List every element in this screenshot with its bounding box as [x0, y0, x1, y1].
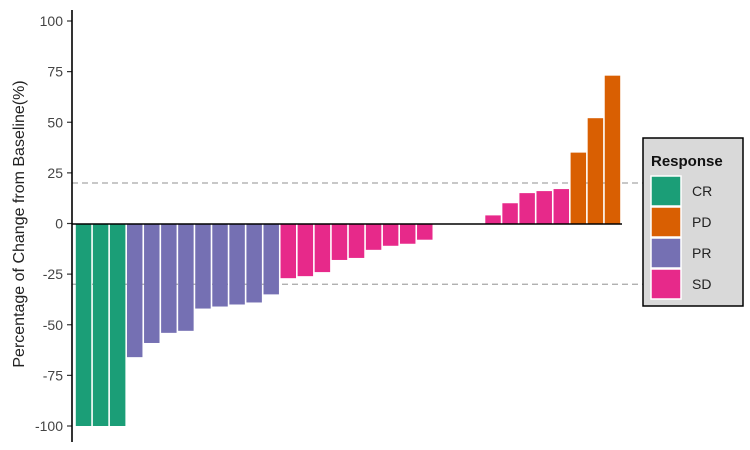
bar-pr — [126, 223, 143, 358]
bar-pr — [212, 223, 228, 307]
bar-pd — [604, 75, 621, 224]
y-axis-ticks: -100 -75 -50 -25 0 25 50 75 100 — [35, 13, 72, 434]
legend-swatch-cr — [650, 175, 682, 207]
bar-pd — [570, 152, 587, 224]
y-tick-label: -100 — [35, 418, 63, 434]
bar-sd — [553, 189, 570, 224]
bar-sd — [519, 193, 535, 224]
axes — [71, 10, 622, 442]
bar-pr — [246, 223, 262, 303]
bar-sd — [382, 223, 399, 246]
bar-sd — [297, 223, 314, 277]
y-tick-label: -50 — [43, 317, 63, 333]
y-tick-label: 75 — [47, 64, 63, 80]
y-tick-label: -25 — [43, 266, 63, 282]
legend-label-cr: CR — [692, 183, 712, 199]
y-axis-label: Percentage of Change from Baseline(%) — [11, 80, 28, 367]
y-tick-label: 50 — [47, 114, 63, 130]
y-tick-label: 25 — [47, 165, 63, 181]
bar-pr — [263, 223, 279, 295]
y-tick-label: 0 — [55, 216, 63, 232]
y-tick-label: -75 — [43, 367, 63, 383]
bar-sd — [365, 223, 382, 250]
bar-pr — [178, 223, 194, 331]
legend-label-pr: PR — [692, 245, 711, 261]
y-tick-label: 100 — [40, 13, 64, 29]
legend-swatch-sd — [650, 268, 682, 300]
bar-pr — [229, 223, 245, 305]
legend-title: Response — [651, 153, 723, 170]
legend: Response CR PD PR SD — [642, 137, 744, 307]
legend-label-pd: PD — [692, 214, 711, 230]
bar-cr — [75, 223, 92, 426]
bar-pd — [587, 118, 604, 224]
legend-items: CR PD PR SD — [650, 175, 712, 300]
bar-sd — [348, 223, 365, 258]
bar-cr — [92, 223, 109, 426]
legend-label-sd: SD — [692, 276, 711, 292]
bar-pr — [144, 223, 160, 343]
bar-sd — [331, 223, 348, 260]
bar-sd — [280, 223, 297, 279]
legend-swatch-pd — [650, 206, 682, 238]
bar-sd — [399, 223, 416, 244]
bar-sd — [502, 203, 518, 224]
legend-swatch-pr — [650, 237, 682, 269]
bar-sd — [485, 215, 501, 224]
bar-sd — [314, 223, 331, 273]
bar-pr — [161, 223, 177, 333]
bar-cr — [109, 223, 126, 426]
bars — [75, 75, 621, 426]
bar-sd — [536, 191, 552, 224]
bar-pr — [195, 223, 211, 309]
bar-sd — [417, 223, 433, 240]
